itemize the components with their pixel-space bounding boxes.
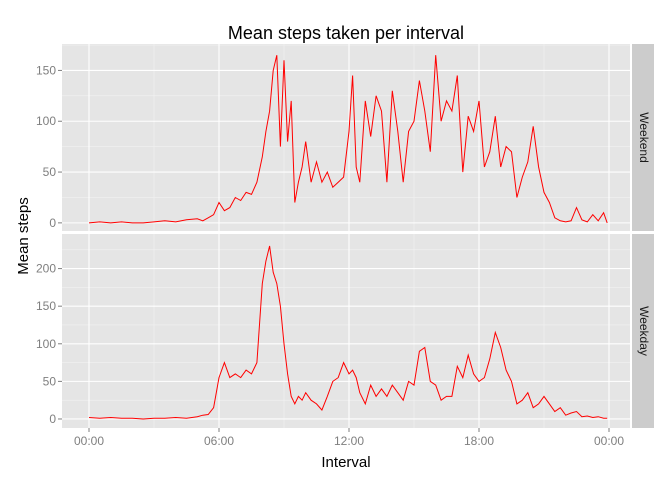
- panel-weekday-grid: [62, 234, 630, 428]
- tick-label-x: 00:00: [74, 434, 104, 448]
- tick-label-y: 150: [36, 63, 56, 77]
- tick-label-y: 150: [36, 299, 56, 313]
- panel-weekend-y-ticks: 0 50 100 150: [36, 63, 62, 230]
- y-axis-title: Mean steps: [15, 197, 32, 275]
- chart-title: Mean steps taken per interval: [228, 23, 464, 43]
- strip-label-weekend: Weekend: [637, 112, 651, 162]
- tick-label-x: 18:00: [464, 434, 494, 448]
- tick-label-y: 100: [36, 114, 56, 128]
- tick-label-y: 200: [36, 262, 56, 276]
- strip-weekend: [632, 44, 654, 231]
- panel-weekday-background: [62, 234, 630, 428]
- panel-weekend-grid: [62, 44, 630, 231]
- tick-label-y: 50: [43, 374, 57, 388]
- tick-label-x: 06:00: [204, 434, 234, 448]
- tick-label-y: 0: [49, 412, 56, 426]
- strip-weekday: [632, 234, 654, 428]
- strip-label-weekday: Weekday: [637, 306, 651, 356]
- panel-weekday: 0 50 100 150 200 Weekday: [36, 234, 654, 428]
- tick-label-y: 0: [49, 216, 56, 230]
- tick-label-y: 100: [36, 337, 56, 351]
- series-line-weekday: [88, 245, 608, 420]
- panel-weekend: 0 50 100 150 Weekend: [36, 44, 654, 231]
- panel-weekend-background: [62, 44, 630, 231]
- tick-label-y: 50: [43, 165, 57, 179]
- tick-label-x: 12:00: [334, 434, 364, 448]
- series-line-weekend: [88, 55, 608, 224]
- panel-weekday-y-ticks: 0 50 100 150 200: [36, 262, 62, 426]
- tick-label-x: 00:00: [594, 434, 624, 448]
- x-axis-ticks: 00:00 06:00 12:00 18:00 00:00: [74, 428, 624, 448]
- x-axis-title: Interval: [321, 454, 370, 471]
